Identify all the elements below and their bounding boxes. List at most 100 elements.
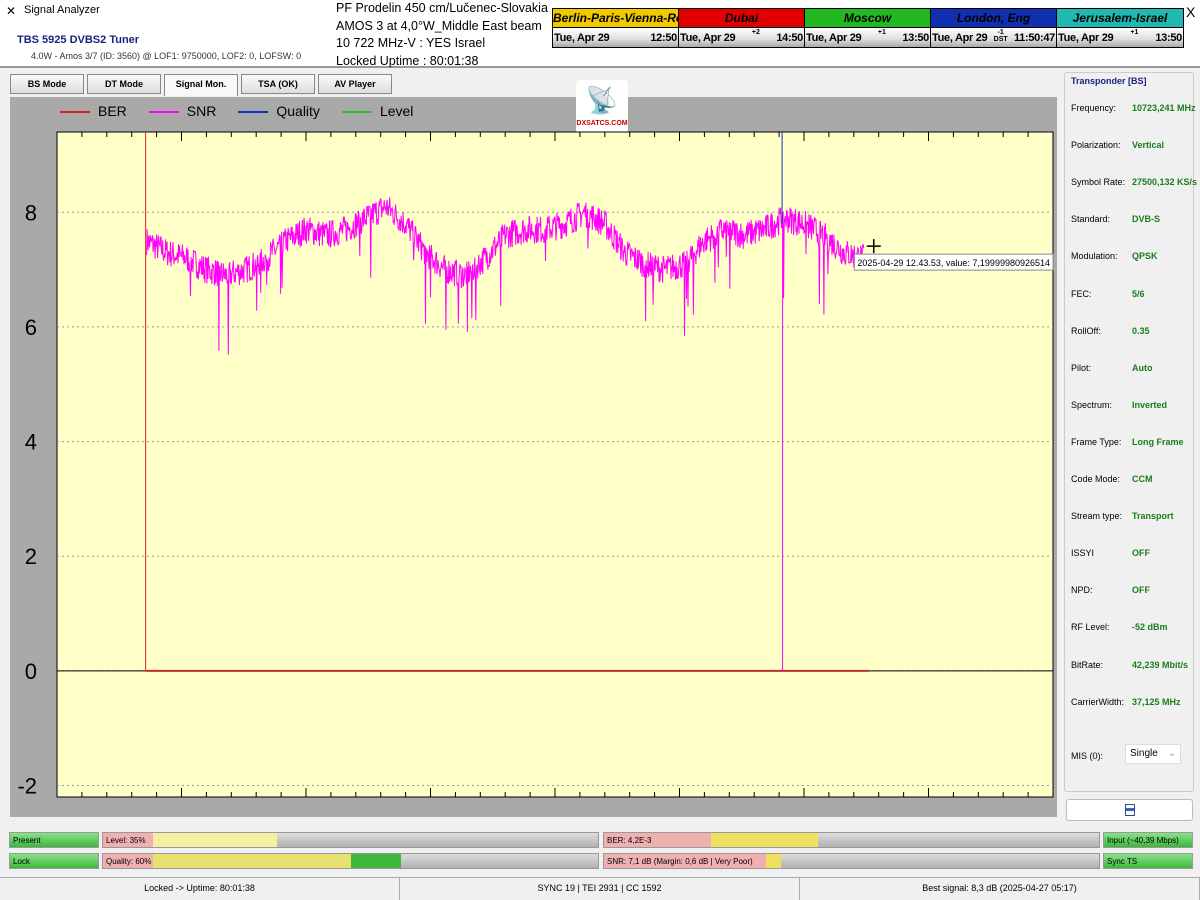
world-clocks: Berlin-Paris-Vienna-RomaTue, Apr 2912:50…: [552, 8, 1184, 48]
clock-city: London, Eng: [931, 9, 1056, 28]
clock-date: Tue, Apr 29: [680, 31, 736, 44]
legend-label: Quality: [276, 103, 320, 119]
plot-svg: -2 0 2 4 6 8 2025-04-29 12.43.53, value: 7,199…: [17, 131, 1054, 799]
clock-1: Dubai Tue, Apr 29 +2 14:50: [679, 9, 805, 47]
row-label: Stream type:: [1071, 511, 1123, 522]
row-value: 10723,241 MHz: [1132, 103, 1196, 113]
crosshair-cursor: [866, 239, 881, 254]
tab-tsa-ok-[interactable]: TSA (OK): [241, 74, 315, 94]
present-indicator: Present: [9, 832, 99, 848]
row-label: RollOff:: [1071, 325, 1101, 336]
clock-time: 12:50: [650, 31, 677, 44]
tooltip-text: 2025-04-29 12.43.53, value: 7,1999998092…: [857, 258, 1050, 268]
row-value: 5/6: [1132, 288, 1145, 299]
clock-time: 14:50: [776, 31, 803, 44]
quality-label: Quality: 60%: [106, 857, 152, 866]
dxsatcs-logo: 📡 DXSATCS.COM: [576, 80, 628, 134]
ber-meter: BER: 4,2E-3: [603, 832, 1100, 848]
clock-offset: +1: [877, 29, 886, 36]
clock-date: Tue, Apr 29: [554, 31, 610, 44]
satellite-dish-icon: 📡: [585, 85, 619, 115]
tab-dt-mode[interactable]: DT Mode: [87, 74, 161, 94]
row-value: CCM: [1132, 474, 1153, 484]
status-uptime: Locked -> Uptime: 80:01:38: [0, 878, 400, 900]
sat-info-line: Locked Uptime : 80:01:38: [336, 53, 479, 68]
row-value: -52 dBm: [1132, 622, 1168, 633]
row-label: Pilot:: [1071, 362, 1092, 373]
tuner-name: TBS 5925 DVBS2 Tuner: [17, 34, 140, 46]
panel-row: BitRate: 42,239 Mbit/s: [1071, 660, 1188, 670]
y-tick-label: 4: [25, 430, 37, 455]
panel-row: Frame Type: Long Frame: [1071, 437, 1184, 447]
row-value: Auto: [1132, 362, 1153, 373]
legend-item: SNR: [148, 103, 217, 119]
input-indicator: Input (~40,39 Mbps): [1103, 832, 1193, 848]
row-label: CarrierWidth:: [1071, 696, 1125, 707]
tuner-info: 4.0W - Amos 3/7 (ID: 3560) @ LOF1: 97500…: [31, 51, 302, 61]
panel-row: ISSYI OFF: [1071, 548, 1150, 558]
legend-label: Level: [379, 103, 414, 119]
clock-city: Berlin-Paris-Vienna-Roma: [553, 9, 678, 28]
panel-row: RollOff: 0.35: [1071, 326, 1150, 336]
mis-label: MIS (0):: [1071, 751, 1104, 761]
input-label: Input (~40,39 Mbps): [1107, 836, 1179, 845]
sat-info-line: AMOS 3 at 4,0°W_Middle East beam: [336, 18, 542, 33]
chart-legend: BER SNR Quality Level: [60, 103, 413, 119]
snr-meter: SNR: 7,1 dB (Margin: 0,6 dB | Very Poor): [603, 853, 1100, 869]
tab-bs-mode[interactable]: BS Mode: [10, 74, 84, 94]
snr-label: SNR: 7,1 dB (Margin: 0,6 dB | Very Poor): [607, 857, 753, 866]
window-title: Signal Analyzer: [24, 4, 100, 16]
lock-label: Lock: [13, 857, 30, 866]
panel-row: Polarization: Vertical: [1071, 140, 1164, 150]
panel-row: Standard: DVB-S: [1071, 214, 1160, 224]
row-label: Modulation:: [1071, 251, 1118, 262]
clock-0: Berlin-Paris-Vienna-Roma Tue, Apr 29 12:50: [553, 9, 679, 47]
mode-tabs: BS Mode DT Mode Signal Mon. TSA (OK) AV Play…: [10, 74, 392, 96]
row-label: NPD:: [1071, 585, 1093, 596]
mis-select[interactable]: Single ⌄: [1125, 744, 1181, 764]
close-button[interactable]: X: [1186, 4, 1196, 20]
row-label: ISSYI: [1071, 548, 1095, 559]
row-label: Spectrum:: [1071, 399, 1113, 410]
row-label: FEC:: [1071, 288, 1092, 299]
clock-offset: -1 DST: [993, 29, 1008, 43]
clock-offset: +1: [1130, 29, 1139, 36]
y-tick-label: 2: [25, 544, 37, 569]
y-tick-label: 0: [25, 659, 37, 684]
tab-signal-mon-[interactable]: Signal Mon.: [164, 74, 238, 96]
panel-row: Stream type: Transport: [1071, 511, 1174, 521]
row-value: 37,125 MHz: [1132, 696, 1181, 707]
panel-row: NPD: OFF: [1071, 585, 1150, 595]
tab-av-player[interactable]: AV Player: [318, 74, 392, 94]
row-value: OFF: [1132, 585, 1150, 596]
clock-2: Moscow Tue, Apr 29 +1 13:50: [805, 9, 931, 47]
row-value: 0.35: [1132, 325, 1150, 336]
clock-offset: +2: [751, 29, 760, 36]
clock-date: Tue, Apr 29: [1058, 31, 1114, 44]
row-value: Transport: [1132, 511, 1174, 522]
legend-item: BER: [60, 103, 127, 119]
y-tick-label: -2: [17, 774, 37, 799]
sat-info-line: PF Prodelin 450 cm/Lučenec-Slovakia: [336, 1, 548, 15]
row-label: Symbol Rate:: [1071, 177, 1126, 188]
transponder-panel: Transponder [BS] Frequency: 10723,241 MHz…: [1064, 72, 1197, 792]
row-label: Frequency:: [1071, 103, 1117, 113]
y-tick-label: 6: [25, 315, 37, 340]
plot-area: [56, 131, 1054, 798]
panel-row: Symbol Rate: 27500,132 KS/s: [1071, 177, 1197, 187]
snr-series: [146, 197, 865, 671]
legend-label: SNR: [186, 103, 217, 119]
clock-time: 13:50: [902, 31, 929, 44]
sync-label: Sync TS: [1107, 857, 1138, 866]
sat-info-line: 10 722 MHz-V : YES Israel: [336, 36, 486, 50]
clock-date: Tue, Apr 29: [932, 31, 988, 44]
row-value: Inverted: [1132, 399, 1168, 410]
sat-info: PF Prodelin 450 cm/Lučenec-Slovakia AMOS…: [336, 0, 548, 70]
tooltip-box: [853, 253, 1054, 271]
panel-toggle-button[interactable]: [1066, 799, 1193, 821]
clock-date: Tue, Apr 29: [806, 31, 862, 44]
legend-label: BER: [98, 103, 127, 119]
signal-chart: BER SNR Quality Level 📡 DXSATCS.COM -2 0 2 4 6 8…: [10, 80, 1057, 817]
row-value: DVB-S: [1132, 214, 1161, 225]
row-value: Vertical: [1132, 140, 1165, 151]
